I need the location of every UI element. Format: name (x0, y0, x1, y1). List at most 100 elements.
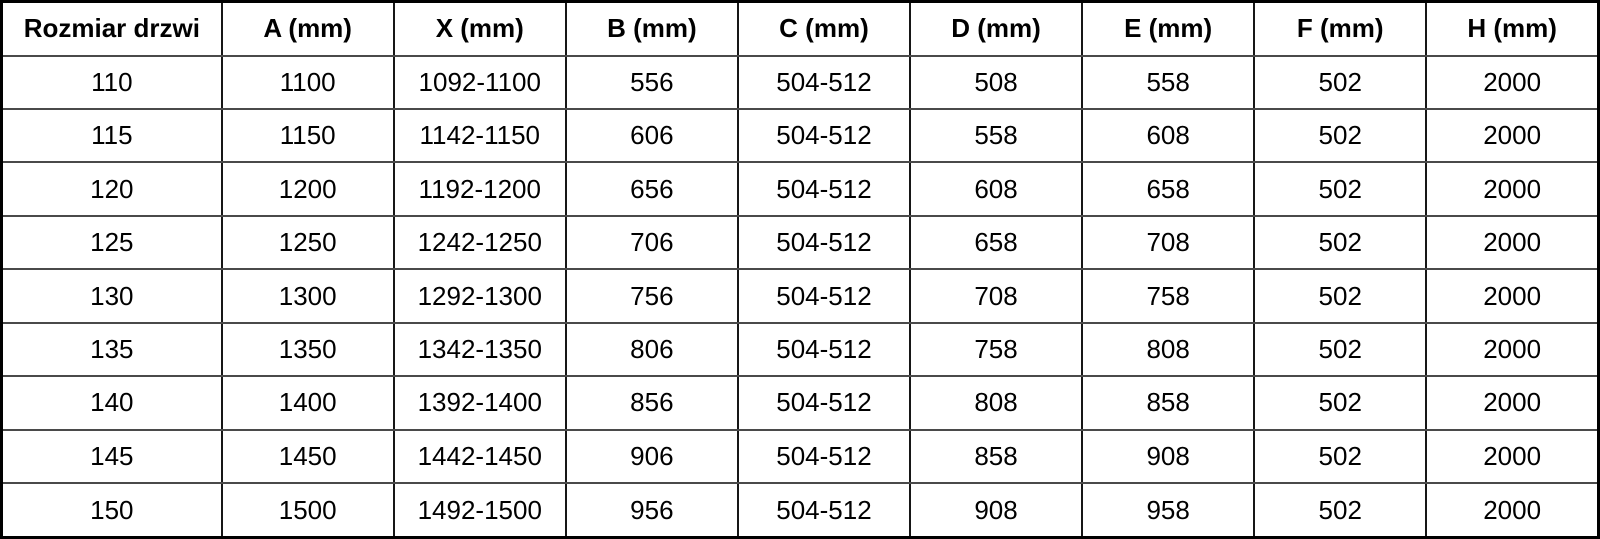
dimension-cell: 502 (1253, 214, 1428, 271)
dimension-cell: 2000 (1425, 268, 1600, 324)
dimension-cell: 706 (564, 214, 739, 271)
dimension-cell: 758 (908, 321, 1084, 378)
dimension-cell: 1100 (220, 54, 395, 110)
column-header: F (mm) (1253, 0, 1428, 57)
dimension-cell: 1150 (220, 107, 395, 164)
dimension-cell: 502 (1253, 482, 1428, 539)
column-header: H (mm) (1425, 0, 1600, 57)
dimension-cell: 2000 (1425, 161, 1600, 217)
column-header: A (mm) (220, 0, 395, 57)
dimension-cell: 808 (908, 375, 1084, 431)
table-row: 130 1300 1292-1300 756 504-512 708 758 502 2000 (0, 268, 1600, 324)
dimension-cell: 808 (1081, 321, 1256, 378)
door-size-cell: 110 (0, 54, 223, 110)
door-size-cell: 145 (0, 428, 223, 485)
column-header: D (mm) (908, 0, 1084, 57)
dimension-cell: 856 (564, 375, 739, 431)
dimension-cell: 504-512 (736, 321, 912, 378)
door-size-cell: 140 (0, 375, 223, 431)
door-size-cell: 125 (0, 214, 223, 271)
dimension-cell: 858 (908, 428, 1084, 485)
dimension-cell: 708 (1081, 214, 1256, 271)
dimension-cell: 1450 (220, 428, 395, 485)
dimension-cell: 708 (908, 268, 1084, 324)
dimension-cell: 504-512 (736, 54, 912, 110)
dimension-cell: 504-512 (736, 214, 912, 271)
column-header: B (mm) (564, 0, 739, 57)
dimension-cell: 556 (564, 54, 739, 110)
table-row: 135 1350 1342-1350 806 504-512 758 808 502 2000 (0, 321, 1600, 378)
dimension-cell: 504-512 (736, 268, 912, 324)
dimension-cell: 858 (1081, 375, 1256, 431)
dimension-cell: 508 (908, 54, 1084, 110)
dimension-cell: 658 (908, 214, 1084, 271)
dimension-cell: 504-512 (736, 107, 912, 164)
dimension-cell: 2000 (1425, 428, 1600, 485)
dimension-cell: 504-512 (736, 375, 912, 431)
dimension-cell: 2000 (1425, 214, 1600, 271)
table-row: 145 1450 1442-1450 906 504-512 858 908 502 2000 (0, 428, 1600, 485)
dimension-cell: 1392-1400 (392, 375, 567, 431)
column-header: X (mm) (392, 0, 567, 57)
dimension-cell: 656 (564, 161, 739, 217)
dimension-cell: 1342-1350 (392, 321, 567, 378)
table-header: Rozmiar drzwi A (mm) X (mm) B (mm) C (mm) D (… (0, 0, 1600, 57)
dimension-cell: 1350 (220, 321, 395, 378)
dimension-cell: 806 (564, 321, 739, 378)
dimension-cell: 502 (1253, 161, 1428, 217)
dimension-cell: 1092-1100 (392, 54, 567, 110)
table-row: 150 1500 1492-1500 956 504-512 908 958 502 2000 (0, 482, 1600, 539)
dimension-cell: 1292-1300 (392, 268, 567, 324)
door-size-cell: 135 (0, 321, 223, 378)
dimension-cell: 1442-1450 (392, 428, 567, 485)
dimension-cell: 502 (1253, 268, 1428, 324)
dimension-cell: 1142-1150 (392, 107, 567, 164)
dimension-cell: 756 (564, 268, 739, 324)
dimension-cell: 908 (908, 482, 1084, 539)
dimension-cell: 502 (1253, 107, 1428, 164)
dimension-cell: 2000 (1425, 375, 1600, 431)
dimension-cell: 502 (1253, 54, 1428, 110)
dimension-cell: 558 (908, 107, 1084, 164)
dimension-cell: 1192-1200 (392, 161, 567, 217)
dimension-cell: 1242-1250 (392, 214, 567, 271)
table-row: 115 1150 1142-1150 606 504-512 558 608 502 2000 (0, 107, 1600, 164)
dimension-cell: 1300 (220, 268, 395, 324)
dimension-cell: 504-512 (736, 482, 912, 539)
table-row: 120 1200 1192-1200 656 504-512 608 658 502 2000 (0, 161, 1600, 217)
dimension-cell: 758 (1081, 268, 1256, 324)
door-size-cell: 130 (0, 268, 223, 324)
dimension-cell: 558 (1081, 54, 1256, 110)
dimension-cell: 502 (1253, 375, 1428, 431)
dimension-cell: 1492-1500 (392, 482, 567, 539)
door-size-cell: 115 (0, 107, 223, 164)
table-row: 110 1100 1092-1100 556 504-512 508 558 502 2000 (0, 54, 1600, 110)
dimension-cell: 606 (564, 107, 739, 164)
dimension-cell: 2000 (1425, 321, 1600, 378)
dimension-cell: 608 (908, 161, 1084, 217)
header-row: Rozmiar drzwi A (mm) X (mm) B (mm) C (mm) D (… (0, 0, 1600, 57)
table-row: 125 1250 1242-1250 706 504-512 658 708 502 2000 (0, 214, 1600, 271)
dimension-cell: 1500 (220, 482, 395, 539)
table-row: 140 1400 1392-1400 856 504-512 808 858 502 2000 (0, 375, 1600, 431)
dimension-cell: 2000 (1425, 54, 1600, 110)
column-header: E (mm) (1081, 0, 1256, 57)
dimension-cell: 504-512 (736, 161, 912, 217)
dimension-cell: 1250 (220, 214, 395, 271)
dimension-cell: 1200 (220, 161, 395, 217)
column-header: C (mm) (736, 0, 912, 57)
column-header: Rozmiar drzwi (0, 0, 223, 57)
dimension-cell: 1400 (220, 375, 395, 431)
dimension-cell: 906 (564, 428, 739, 485)
dimension-cell: 958 (1081, 482, 1256, 539)
dimension-cell: 608 (1081, 107, 1256, 164)
door-size-cell: 150 (0, 482, 223, 539)
dimension-cell: 2000 (1425, 482, 1600, 539)
dimension-cell: 504-512 (736, 428, 912, 485)
dimension-cell: 502 (1253, 428, 1428, 485)
dimension-cell: 658 (1081, 161, 1256, 217)
dimension-cell: 2000 (1425, 107, 1600, 164)
dimension-cell: 502 (1253, 321, 1428, 378)
door-size-cell: 120 (0, 161, 223, 217)
